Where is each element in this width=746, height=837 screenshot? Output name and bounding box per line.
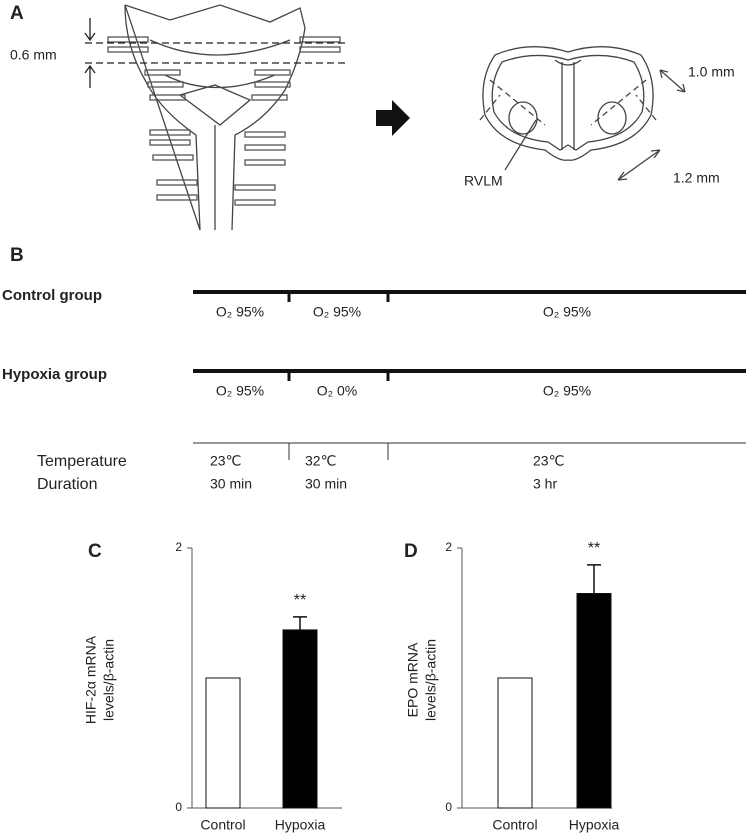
bar	[205, 677, 241, 809]
row-value: 32℃	[305, 453, 336, 469]
arrow	[376, 100, 410, 136]
group-name: Hypoxia group	[2, 366, 107, 383]
panel-label: D	[404, 541, 418, 562]
row-value: 23℃	[533, 453, 564, 469]
y-axis-label: levels/β-actin	[101, 639, 117, 721]
bar	[497, 677, 533, 809]
region-label: RVLM	[464, 173, 503, 189]
row-value: 30 min	[210, 476, 252, 492]
bar	[282, 629, 318, 809]
y-tick-label: 2	[445, 540, 452, 554]
width-label: 1.0 mm	[688, 64, 735, 80]
panel-label: B	[10, 245, 24, 266]
panel-label: A	[10, 3, 24, 24]
x-tick-label: Control	[492, 817, 537, 833]
error-bar	[587, 564, 601, 594]
y-axis-label: EPO mRNA	[405, 642, 421, 717]
phase-label: O₂ 95%	[313, 304, 361, 320]
phase-label: O₂ 95%	[216, 383, 264, 399]
row-value: 23℃	[210, 453, 241, 469]
row-name: Duration	[37, 476, 97, 493]
spacing-label: 0.6 mm	[10, 47, 57, 63]
section-drawing	[479, 46, 686, 181]
brainstem-drawing	[84, 4, 345, 231]
depth-label: 1.2 mm	[673, 170, 720, 186]
x-tick-label: Hypoxia	[569, 817, 620, 833]
y-tick-label: 2	[175, 540, 182, 554]
significance: **	[588, 540, 600, 557]
y-axis-label: HIF-2α mRNA	[83, 635, 99, 724]
group-name: Control group	[2, 287, 102, 304]
phase-label: O₂ 0%	[317, 383, 357, 399]
y-tick-label: 0	[175, 800, 182, 814]
bar	[576, 593, 612, 809]
phase-label: O₂ 95%	[216, 304, 264, 320]
significance: **	[294, 592, 306, 609]
x-tick-label: Hypoxia	[275, 817, 326, 833]
panel-label: C	[88, 541, 102, 562]
row-name: Temperature	[37, 453, 127, 470]
x-tick-label: Control	[200, 817, 245, 833]
error-bar	[293, 616, 307, 630]
phase-label: O₂ 95%	[543, 304, 591, 320]
y-tick-label: 0	[445, 800, 452, 814]
row-value: 30 min	[305, 476, 347, 492]
y-axis-label: levels/β-actin	[423, 639, 439, 721]
phase-label: O₂ 95%	[543, 383, 591, 399]
row-value: 3 hr	[533, 476, 557, 492]
